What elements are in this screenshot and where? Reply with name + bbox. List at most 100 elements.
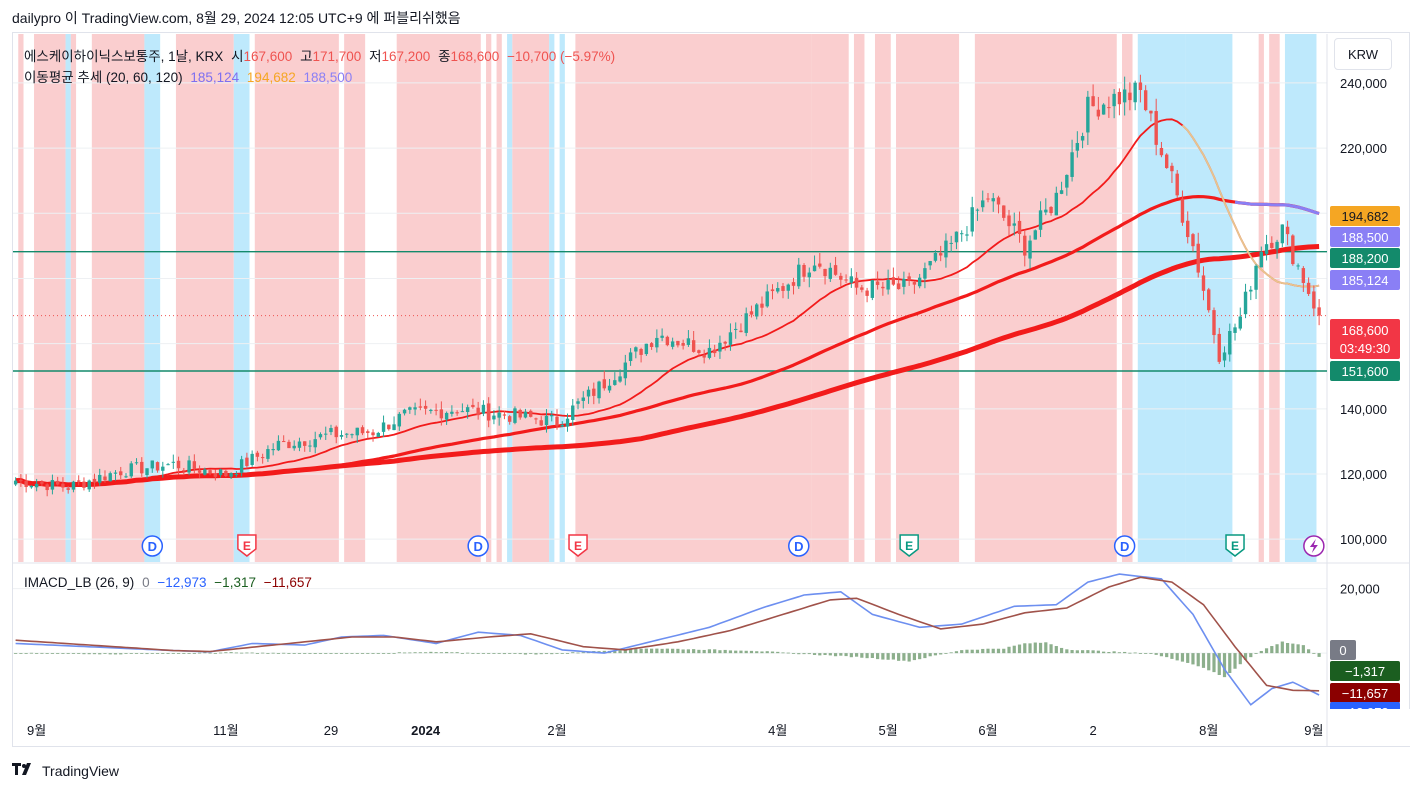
histogram-bar bbox=[197, 652, 202, 654]
candle bbox=[476, 407, 480, 416]
histogram-bar bbox=[665, 648, 669, 654]
candle bbox=[1117, 91, 1122, 105]
x-tick-label: 11월 bbox=[213, 723, 238, 738]
candle bbox=[492, 415, 496, 420]
ma-legend[interactable]: 이동평균 추세 (20, 60, 120) 185,124 194,682 18… bbox=[24, 66, 356, 86]
histogram-bar bbox=[944, 653, 948, 654]
candle bbox=[639, 349, 643, 355]
histogram-bar bbox=[329, 653, 333, 654]
candle bbox=[387, 424, 391, 430]
histogram-bar bbox=[1038, 642, 1043, 654]
y-tick-label: 100,000 bbox=[1340, 532, 1387, 547]
candle bbox=[255, 452, 260, 457]
candle bbox=[660, 335, 664, 338]
open-value: 167,600 bbox=[243, 49, 293, 64]
candle bbox=[755, 304, 759, 317]
macd-line bbox=[15, 573, 1320, 706]
candle bbox=[203, 469, 207, 475]
candle bbox=[250, 453, 254, 465]
histogram-bar bbox=[1196, 653, 1200, 667]
histogram-bar bbox=[297, 653, 302, 654]
histogram-bar bbox=[981, 648, 985, 654]
candle bbox=[881, 286, 885, 289]
candle bbox=[665, 336, 670, 346]
histogram-bar bbox=[355, 653, 359, 654]
background-band bbox=[507, 34, 513, 562]
candle bbox=[849, 276, 854, 283]
histogram-bar bbox=[292, 653, 296, 654]
candle bbox=[797, 264, 801, 287]
histogram-bar bbox=[87, 653, 91, 655]
candle bbox=[1133, 82, 1137, 103]
histogram-bar bbox=[1317, 653, 1321, 657]
background-band bbox=[1258, 34, 1264, 562]
candle bbox=[1070, 152, 1074, 177]
candle bbox=[896, 283, 901, 290]
histogram-bar bbox=[739, 650, 743, 654]
candle bbox=[1306, 282, 1311, 294]
histogram-bar bbox=[481, 652, 486, 654]
histogram-bar bbox=[1217, 653, 1221, 676]
candle bbox=[597, 381, 601, 399]
candle bbox=[1149, 110, 1153, 114]
candle bbox=[1312, 291, 1316, 309]
histogram-bar bbox=[213, 653, 217, 654]
background-band-layer bbox=[18, 34, 1317, 562]
candle bbox=[686, 338, 691, 345]
candle bbox=[571, 405, 575, 420]
symbol-legend[interactable]: 에스케이하이닉스보통주, 1날, KRX 시167,600 고171,700 저… bbox=[24, 45, 619, 65]
histogram-bar bbox=[602, 650, 606, 654]
candle bbox=[602, 379, 606, 389]
candle bbox=[345, 433, 349, 435]
histogram-bar bbox=[1012, 645, 1016, 654]
candle bbox=[1217, 333, 1221, 362]
histogram-bar bbox=[807, 653, 811, 655]
x-tick-label: 8월 bbox=[1199, 723, 1218, 738]
candle bbox=[644, 343, 649, 355]
histogram-bar bbox=[392, 653, 396, 654]
candle bbox=[1122, 89, 1127, 103]
histogram-bar bbox=[445, 651, 449, 654]
axis-cover bbox=[1328, 709, 1410, 746]
histogram-bar bbox=[166, 653, 170, 654]
candle bbox=[423, 405, 428, 409]
candle bbox=[854, 277, 859, 288]
candle bbox=[71, 481, 76, 490]
candle bbox=[981, 200, 985, 208]
candle bbox=[1049, 206, 1053, 214]
histogram-bar bbox=[14, 653, 18, 654]
histogram-bar bbox=[876, 653, 880, 660]
chart-frame[interactable] bbox=[12, 32, 1410, 747]
histogram-bar bbox=[1023, 643, 1027, 654]
candle bbox=[271, 449, 275, 451]
candle bbox=[828, 267, 833, 279]
candle bbox=[1012, 223, 1016, 226]
candle bbox=[1023, 235, 1027, 256]
candle bbox=[339, 435, 344, 437]
background-band bbox=[144, 34, 161, 562]
candle bbox=[408, 407, 412, 410]
histogram-bar bbox=[1002, 648, 1006, 654]
histogram-bar bbox=[1270, 646, 1274, 654]
currency-button[interactable]: KRW bbox=[1334, 38, 1392, 70]
histogram-bar bbox=[155, 653, 160, 654]
histogram-bar bbox=[219, 652, 223, 654]
ma-price-tag-bg bbox=[1330, 206, 1400, 226]
ma-price-tag: 188,200 bbox=[1342, 251, 1389, 266]
histogram-bar bbox=[176, 653, 181, 654]
candle bbox=[718, 342, 722, 352]
candle bbox=[875, 281, 880, 285]
dividend-marker-text: D bbox=[473, 539, 482, 554]
histogram-bar bbox=[1133, 652, 1137, 654]
histogram-bar bbox=[182, 653, 186, 654]
background-band bbox=[496, 34, 502, 562]
candle bbox=[1228, 331, 1232, 355]
histogram-bar bbox=[833, 653, 838, 657]
histogram-bar bbox=[24, 653, 28, 654]
macd-legend[interactable]: IMACD_LB (26, 9) 0 −12,973 −1,317 −11,65… bbox=[24, 575, 316, 590]
y-tick-label: 220,000 bbox=[1340, 141, 1387, 156]
earnings-marker-text: E bbox=[574, 539, 582, 553]
candle bbox=[1154, 111, 1158, 145]
candle bbox=[455, 412, 459, 414]
